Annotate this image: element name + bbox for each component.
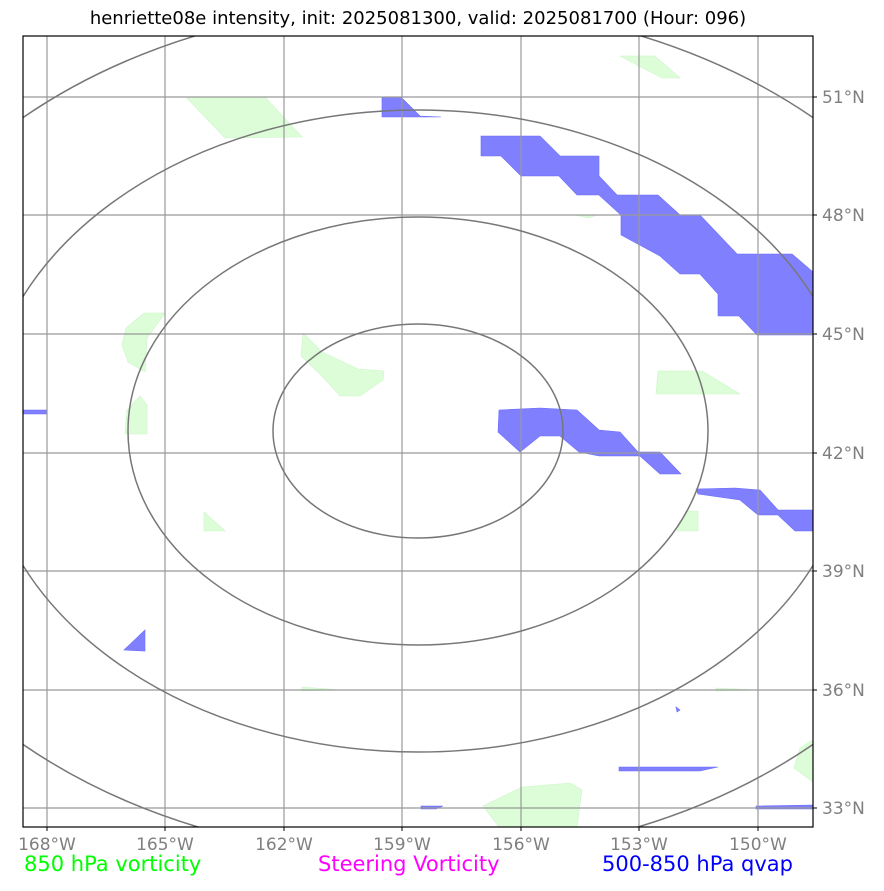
vorticity-region	[482, 782, 583, 827]
qvap-shading	[23, 96, 813, 810]
lon-tick-label: 156°W	[492, 835, 550, 855]
range-ring-inner	[272, 323, 564, 539]
vorticity-region	[203, 511, 226, 532]
qvap-region	[480, 135, 813, 336]
qvap-region	[497, 407, 682, 475]
lat-tick-label: 42°N	[822, 444, 865, 464]
vorticity-region	[655, 370, 742, 395]
lon-tick-label: 168°W	[18, 835, 76, 855]
plot-background	[23, 36, 813, 827]
lon-tick-label: 150°W	[729, 835, 787, 855]
vorticity-region	[300, 332, 385, 397]
vorticity-region	[121, 312, 166, 373]
lat-tick-label: 33°N	[822, 799, 865, 819]
lat-tick-label: 36°N	[822, 681, 865, 701]
lon-tick-label: 162°W	[255, 835, 313, 855]
lat-tick-label: 48°N	[822, 206, 865, 226]
qvap-region	[695, 487, 813, 532]
legend-steering-vorticity: Steering Vorticity	[318, 852, 500, 876]
map-plot-area: 51°N 48°N 45°N 42°N 39°N 36°N 33°N 168°W…	[18, 35, 865, 855]
plot-frame	[22, 35, 814, 828]
lat-tick-labels: 51°N 48°N 45°N 42°N 39°N 36°N 33°N	[822, 88, 865, 819]
lon-tick-label: 153°W	[610, 835, 668, 855]
range-rings	[23, 36, 813, 827]
lat-tick-label: 45°N	[822, 325, 865, 345]
lon-tick-labels: 168°W 165°W 162°W 159°W 156°W 153°W 150°…	[18, 835, 787, 855]
legend-850-vorticity: 850 hPa vorticity	[24, 852, 202, 876]
qvap-region	[23, 409, 48, 415]
vorticity-region	[676, 510, 699, 532]
qvap-region	[618, 766, 719, 772]
lon-tick-label: 165°W	[136, 835, 194, 855]
lat-tick-label: 51°N	[822, 88, 865, 108]
vorticity-850-shading	[121, 55, 813, 827]
vorticity-region	[793, 739, 813, 783]
range-ring-middle	[127, 216, 709, 646]
vorticity-region	[619, 55, 681, 79]
tick-marks	[46, 96, 817, 831]
qvap-region	[675, 706, 681, 713]
lat-tick-label: 39°N	[822, 562, 865, 582]
qvap-region	[123, 629, 146, 652]
chart-title: henriette08e intensity, init: 2025081300…	[89, 8, 747, 29]
legend-qvap: 500-850 hPa qvap	[602, 852, 793, 876]
gridlines	[23, 36, 813, 827]
range-ring-outer	[23, 109, 813, 753]
lon-tick-label: 159°W	[373, 835, 431, 855]
